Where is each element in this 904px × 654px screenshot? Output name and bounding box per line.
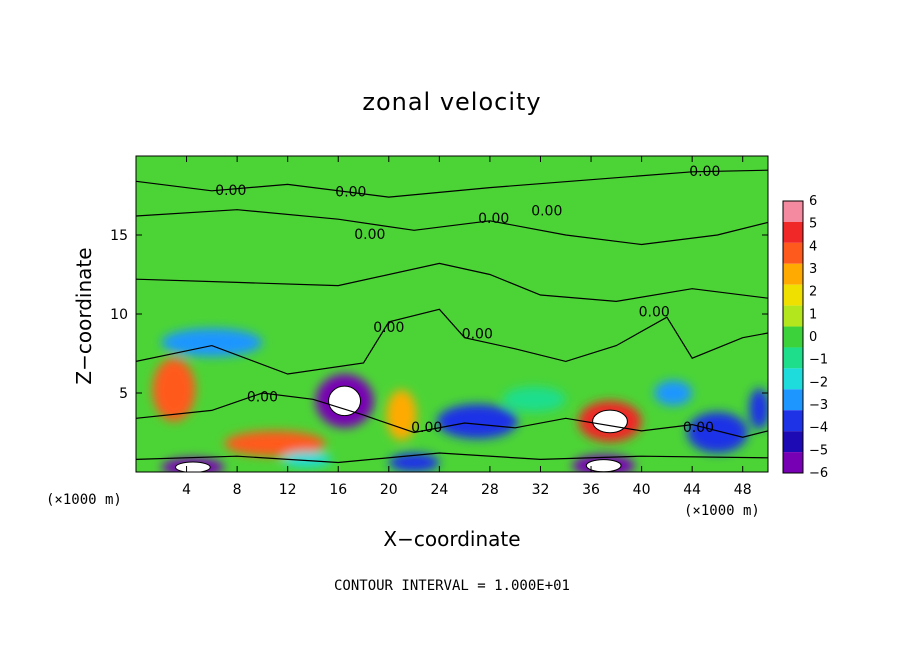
colorbar-label: −5 [809, 443, 828, 458]
saturated-core [175, 461, 211, 472]
contour-label: 0.00 [335, 184, 366, 200]
velocity-field [136, 156, 768, 472]
saturated-core [592, 409, 628, 434]
x-tick-label: 4 [182, 482, 191, 498]
colorbar-swatch [783, 347, 803, 369]
zero-contours [136, 169, 768, 464]
zero-contour-line [136, 209, 768, 246]
colorbar-label: 3 [809, 262, 817, 277]
colorbar-label: −1 [809, 353, 828, 368]
x-tick-label: 40 [633, 482, 651, 498]
velocity-feature [654, 380, 693, 406]
contour-label: 0.00 [373, 320, 404, 336]
velocity-feature [386, 389, 417, 441]
zero-contour-line [136, 392, 768, 438]
x-tick-label: 24 [430, 482, 448, 498]
x-axis: 4 8 12 16 20 24 28 32 36 40 44 48 [182, 156, 752, 498]
zero-contour-line [136, 308, 768, 375]
contour-label: 0.00 [354, 227, 385, 243]
colorbar-swatch [783, 263, 803, 285]
y-axis-label: Z−coordinate [72, 247, 96, 385]
colorbar-swatch [783, 368, 803, 390]
colorbar-label: 6 [809, 194, 817, 209]
x-tick-label: 20 [380, 482, 398, 498]
zero-contour-line [136, 169, 768, 198]
zero-contour-line [136, 452, 768, 464]
contour-label: 0.00 [478, 211, 509, 227]
saturated-core [328, 385, 362, 417]
colorbar-swatch [783, 284, 803, 306]
y-axis: 5 10 15 [110, 228, 768, 402]
colorbar-label: −2 [809, 375, 828, 390]
contour-label: 0.00 [639, 304, 670, 320]
colorbar-swatch [783, 452, 803, 473]
contour-label: 0.00 [215, 183, 246, 199]
contour-label: 0.00 [462, 327, 493, 343]
colorbar-label: −3 [809, 398, 828, 413]
colorbar-label: −4 [809, 421, 828, 436]
x-tick-label: 28 [481, 482, 499, 498]
colorbar: 6 5 4 3 2 1 0 −1 −2 −3 −4 −5 −6 [782, 194, 828, 481]
colorbar-label: 1 [809, 307, 817, 322]
velocity-feature [152, 358, 196, 422]
contour-labels: 0.00 0.00 0.00 0.00 0.00 0.00 0.00 0.00 0.00 0.00… [215, 164, 720, 436]
colorbar-swatch [783, 242, 803, 264]
zero-contour-line [136, 262, 768, 303]
contour-label: 0.00 [531, 203, 562, 219]
x-tick-label: 44 [683, 482, 701, 498]
colorbar-swatch [783, 305, 803, 327]
contour-label: 0.00 [689, 164, 720, 180]
colorbar-label: 0 [809, 330, 817, 345]
velocity-feature [436, 404, 518, 439]
velocity-feature [502, 386, 566, 412]
y-tick-label: 15 [110, 228, 128, 244]
colorbar-label: −6 [809, 466, 828, 481]
colorbar-frame [782, 200, 804, 474]
velocity-feature [687, 411, 748, 454]
x-tick-label: 36 [582, 482, 600, 498]
colorbar-label: 5 [809, 217, 817, 232]
velocity-feature [161, 328, 263, 357]
contour-interval-note: CONTOUR INTERVAL = 1.000E+01 [333, 578, 570, 594]
colorbar-swatch [783, 410, 803, 432]
velocity-feature [224, 430, 326, 457]
chart-title: zonal velocity [362, 88, 542, 116]
x-unit-label-left: (×1000 m) [46, 492, 122, 508]
colorbar-swatch [783, 201, 803, 222]
colorbar-swatch [783, 221, 803, 243]
x-tick-label: 12 [279, 482, 297, 498]
x-tick-label: 48 [734, 482, 752, 498]
contour-label: 0.00 [247, 390, 278, 406]
velocity-feature [281, 451, 332, 468]
y-tick-label: 5 [119, 386, 128, 402]
y-tick-label: 10 [110, 307, 128, 323]
x-tick-label: 32 [532, 482, 550, 498]
velocity-feature [388, 453, 440, 472]
x-tick-label: 8 [233, 482, 242, 498]
colorbar-swatch [783, 389, 803, 411]
velocity-feature [749, 388, 768, 430]
colorbar-swatch [783, 326, 803, 348]
x-unit-label-right: (×1000 m) [684, 503, 760, 519]
colorbar-swatch [783, 431, 803, 453]
contour-label: 0.00 [411, 420, 442, 436]
x-axis-label: X−coordinate [383, 527, 521, 551]
x-tick-label: 16 [329, 482, 347, 498]
colorbar-label: 2 [809, 285, 817, 300]
colorbar-label: 4 [809, 239, 817, 254]
contour-label: 0.00 [683, 420, 714, 436]
